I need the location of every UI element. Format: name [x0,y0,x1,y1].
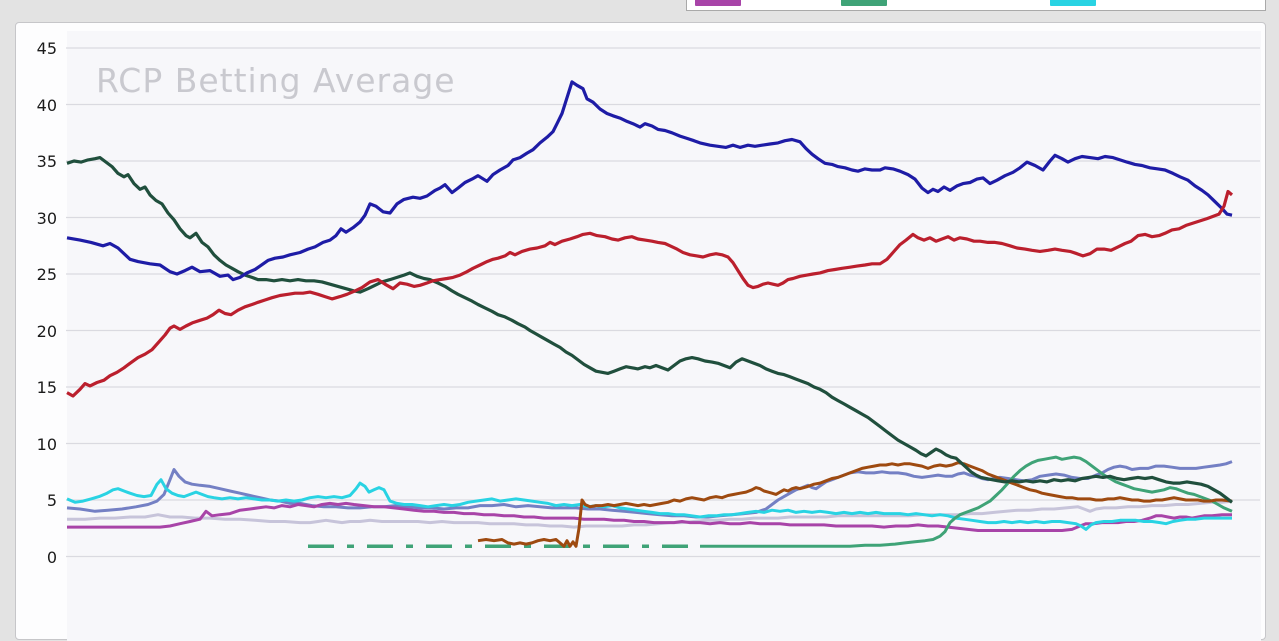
magenta-series-swatch[interactable] [695,0,741,6]
y-axis-label: 5 [46,491,57,510]
y-axis-label: 40 [36,95,57,115]
chart-watermark-title: RCP Betting Average [96,61,456,100]
y-axis-label: 15 [36,378,57,397]
y-axis-label: 25 [36,265,57,284]
plot-area [67,31,1261,641]
y-axis-label: 0 [46,547,57,567]
y-axis-label: 30 [36,208,57,228]
y-axis-label: 35 [36,152,57,171]
seagreen-series-swatch[interactable] [841,0,887,6]
chart-panel: RCP Betting Average 45 40 35 30 25 20 15 10 5 0 [15,22,1266,641]
legend-box [686,0,1266,11]
y-axis-label: 20 [36,321,57,341]
y-axis-label: 10 [36,434,57,454]
y-axis-label: 45 [36,39,57,58]
cyan-series-swatch[interactable] [1050,0,1096,6]
